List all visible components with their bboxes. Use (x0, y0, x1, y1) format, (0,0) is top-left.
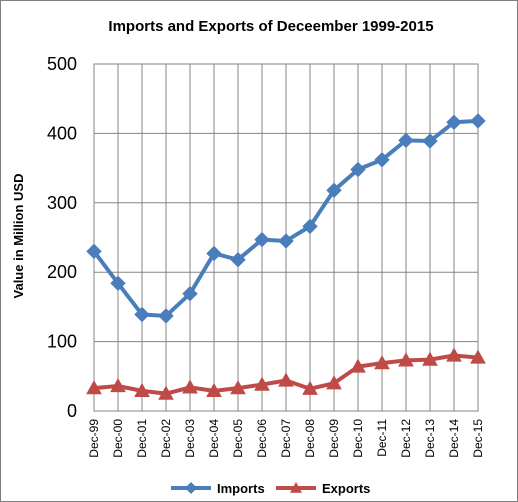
x-tick-label: Dec-10 (351, 419, 365, 458)
grid (93, 63, 479, 412)
imports-point (446, 114, 462, 131)
imports-point (398, 132, 414, 149)
imports-point (278, 233, 294, 249)
y-axis-ticks: 0 100 200 300 400 500 (47, 54, 77, 421)
imports-point (182, 286, 198, 302)
series-imports (86, 113, 486, 324)
exports-point (374, 355, 390, 370)
x-tick-label: Dec-12 (399, 419, 413, 458)
y-tick-label: 500 (47, 54, 77, 74)
exports-point (134, 382, 150, 397)
x-tick-label: Dec-13 (423, 419, 437, 458)
series-exports (86, 347, 486, 400)
imports-point (374, 152, 390, 168)
x-tick-label: Dec-03 (183, 419, 197, 458)
exports-point (230, 380, 246, 395)
x-tick-label: Dec-07 (279, 419, 293, 458)
exports-point (350, 358, 366, 373)
exports-point (158, 385, 174, 400)
imports-point (110, 275, 126, 292)
exports-point (422, 351, 438, 366)
exports-point (326, 375, 342, 390)
x-tick-label: Dec-11 (375, 419, 389, 457)
x-tick-label: Dec-99 (87, 419, 101, 458)
imports-point (158, 308, 174, 324)
legend: Imports Exports (171, 481, 370, 496)
imports-point (206, 245, 222, 262)
imports-point (302, 218, 318, 235)
imports-point (350, 161, 366, 178)
y-tick-label: 0 (67, 401, 77, 421)
imports-point (134, 306, 150, 323)
exports-point (182, 379, 198, 394)
imports-point (470, 113, 486, 129)
x-tick-label: Dec-08 (303, 419, 317, 458)
legend-label: Imports (217, 481, 265, 496)
x-tick-label: Dec-05 (231, 419, 245, 458)
x-axis-ticks: Dec-99 Dec-00 Dec-01 Dec-02 Dec-03 Dec-04 Dec-… (87, 419, 485, 458)
x-tick-label: Dec-15 (471, 419, 485, 458)
imports-point (422, 133, 438, 149)
chart-title: Imports and Exports of Deceember 1999-20… (108, 18, 433, 35)
x-tick-label: Dec-04 (207, 419, 221, 458)
x-tick-label: Dec-02 (159, 419, 173, 458)
imports-point (230, 252, 246, 268)
x-tick-label: Dec-09 (327, 419, 341, 458)
exports-point (470, 349, 486, 364)
exports-point (398, 352, 414, 367)
x-tick-label: Dec-01 (135, 419, 149, 458)
exports-point (302, 380, 318, 395)
y-tick-label: 100 (47, 332, 77, 352)
series-layer (86, 113, 486, 400)
x-tick-label: Dec-00 (111, 419, 125, 458)
y-tick-label: 300 (47, 193, 77, 213)
legend-label: Exports (322, 481, 370, 496)
y-axis-label: Value in Million USD (11, 174, 26, 299)
legend-marker (290, 482, 302, 493)
x-tick-label: Dec-14 (447, 419, 461, 458)
y-tick-label: 200 (47, 262, 77, 282)
imports-point (254, 231, 270, 248)
imports-point (326, 182, 342, 199)
legend-item-imports: Imports (171, 481, 265, 496)
exports-point (110, 377, 126, 393)
exports-point (206, 382, 222, 397)
legend-item-exports: Exports (276, 481, 370, 496)
imports-point (86, 243, 102, 260)
exports-point (446, 347, 462, 362)
exports-point (254, 376, 270, 391)
exports-point (278, 372, 294, 387)
y-tick-label: 400 (47, 123, 77, 143)
legend-marker (185, 482, 197, 494)
x-tick-label: Dec-06 (255, 419, 269, 458)
exports-point (86, 380, 102, 395)
